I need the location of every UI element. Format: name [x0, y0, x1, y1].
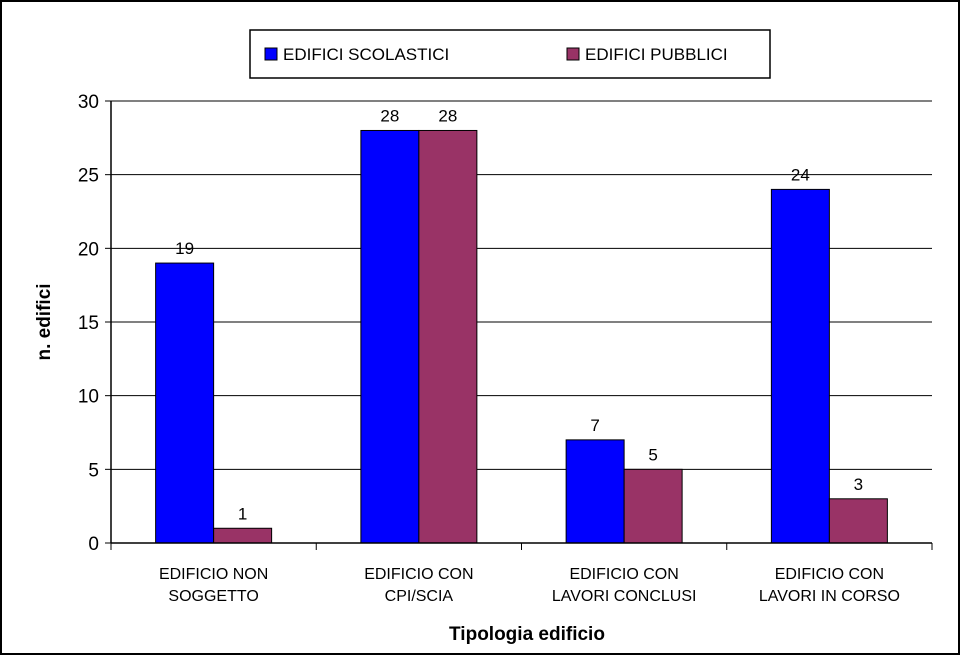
bar-value-label: 3 [854, 475, 863, 494]
y-tick-label: 10 [78, 387, 99, 408]
x-category-label: EDIFICIO CON [775, 566, 884, 583]
y-tick-label: 20 [78, 239, 99, 260]
bar [213, 527, 273, 544]
bar [360, 129, 420, 544]
data-labels: 19 1 28 28 7 5 24 3 [175, 106, 863, 523]
bar [770, 188, 830, 544]
bars [155, 129, 888, 544]
legend-swatch [566, 47, 580, 61]
x-category-label: EDIFICIO NON [159, 566, 268, 583]
y-tick-label: 5 [88, 460, 99, 481]
bar [623, 468, 683, 544]
bar [565, 439, 625, 544]
x-category-label: CPI/SCIA [385, 588, 454, 605]
legend-swatch [264, 47, 278, 61]
y-tick-label: 25 [78, 166, 99, 187]
bar [828, 498, 888, 544]
legend-label: EDIFICI PUBBLICI [585, 45, 728, 64]
bar-value-label: 19 [175, 239, 194, 258]
y-tick-label: 0 [88, 534, 99, 555]
bar-value-label: 28 [438, 106, 457, 125]
legend-box [249, 29, 771, 79]
x-category-label: LAVORI IN CORSO [759, 588, 900, 605]
bar-value-label: 24 [791, 165, 810, 184]
x-category-label: EDIFICIO CON [569, 566, 678, 583]
bar-value-label: 1 [238, 504, 247, 523]
x-axis-title: Tipologia edificio [449, 624, 605, 645]
bar [155, 262, 215, 544]
y-tick-label: 30 [78, 92, 99, 113]
bar-value-label: 7 [590, 416, 599, 435]
legend-label: EDIFICI SCOLASTICI [283, 45, 449, 64]
y-tick-label: 15 [78, 313, 99, 334]
y-axis-title: n. edifici [34, 283, 55, 360]
x-category-label: LAVORI CONCLUSI [552, 588, 697, 605]
bar-value-label: 5 [648, 445, 657, 464]
bar-value-label: 28 [380, 106, 399, 125]
bar [418, 129, 478, 544]
x-category-label: EDIFICIO CON [364, 566, 473, 583]
x-category-label: SOGGETTO [168, 588, 258, 605]
legend: EDIFICI SCOLASTICI EDIFICI PUBBLICI [249, 29, 771, 79]
